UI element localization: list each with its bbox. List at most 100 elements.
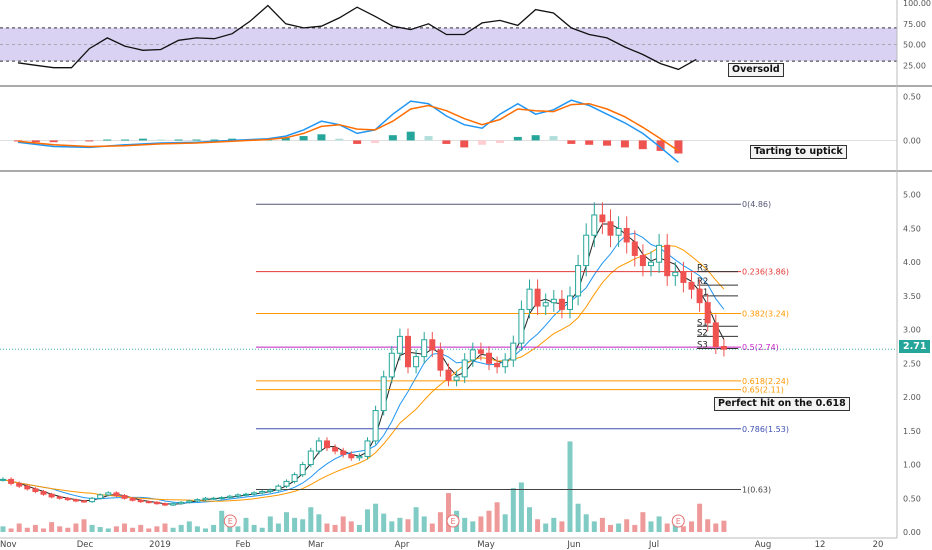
last-price-tag: 2.71: [899, 340, 931, 353]
candle-body: [129, 497, 136, 501]
candle-body: [477, 349, 484, 354]
time-tick-label: May: [477, 540, 495, 550]
macd-histogram-bar: [460, 140, 469, 148]
candle-body: [97, 494, 104, 499]
volume-bar: [97, 527, 103, 532]
macd-histogram-bar: [299, 136, 308, 141]
candle-body: [186, 500, 193, 503]
volume-bar: [227, 523, 233, 532]
macd-histogram-bar: [317, 134, 326, 141]
macd-histogram-bar: [495, 140, 504, 144]
volume-bar: [697, 503, 703, 532]
volume-bar: [340, 516, 346, 532]
volume-bar: [446, 493, 451, 532]
price-tick-label: 2.00: [903, 393, 921, 402]
fib-level-label: 0.236(3.86): [742, 268, 789, 277]
candle-body: [469, 349, 476, 361]
volume-bar: [267, 516, 273, 532]
volume-bar: [405, 519, 411, 532]
volume-bar: [567, 441, 573, 532]
candle-body: [153, 501, 160, 505]
volume-bar: [300, 519, 306, 532]
candle-body: [234, 494, 241, 497]
macd-panel: [0, 99, 897, 163]
price-tick-label: 1.50: [903, 427, 921, 436]
macd-histogram-bar: [14, 140, 22, 142]
candle-body: [380, 376, 387, 412]
price-tick-label: 2.50: [903, 359, 921, 368]
time-tick-label: 2019: [149, 540, 171, 550]
volume-bar: [543, 523, 549, 532]
candle-body: [307, 450, 314, 466]
candle-body: [89, 497, 96, 503]
fib-level-label: 0.786(1.53): [742, 425, 789, 434]
candle-body: [194, 499, 201, 502]
candle-body: [162, 503, 168, 506]
volume-bar: [308, 507, 314, 532]
macd-histogram-bar: [210, 139, 219, 141]
macd-histogram-bar: [335, 138, 344, 141]
volume-bar: [616, 523, 622, 532]
time-tick-label: 20: [873, 540, 884, 550]
candle-body: [56, 496, 63, 499]
macd-histogram-bar: [442, 140, 451, 144]
volume-bar: [348, 521, 354, 532]
candle-body: [105, 492, 112, 496]
price-panel: 0(4.86) 0.236(3.86) 0.382(3.24) 0.5(2.74) 0.…: [0, 200, 897, 532]
candle-body: [429, 339, 436, 351]
fib-level-label: 1(0.63): [742, 486, 771, 495]
candle-body: [461, 359, 468, 378]
pivot-label: R3: [697, 264, 708, 274]
price-tick-label: 0.50: [903, 494, 921, 503]
candle-body: [315, 440, 322, 452]
volume-bar: [689, 521, 694, 532]
volume-bar: [243, 517, 249, 532]
rsi-band: [0, 27, 897, 62]
candle-body: [202, 497, 209, 501]
candle-body: [542, 302, 549, 307]
macd-tick-label: 0.00: [903, 136, 921, 145]
candle-body: [672, 271, 679, 277]
volume-bar: [462, 517, 468, 532]
macd-histogram-bar: [174, 139, 183, 141]
time-tick-label: Mar: [308, 540, 325, 550]
volume-bar: [705, 519, 711, 532]
macd-histogram-bar: [281, 137, 290, 141]
macd-histogram-bar: [31, 140, 40, 143]
pivot-label: R1: [697, 288, 708, 298]
volume-bar: [162, 523, 168, 532]
candle-body: [16, 482, 23, 487]
pivot-label: R2: [697, 277, 708, 287]
candle-body: [445, 369, 452, 381]
candle-body: [720, 346, 727, 350]
volume-bar: [656, 516, 662, 532]
candle-body: [583, 234, 590, 267]
fib-level-label: 0.382(3.24): [742, 309, 789, 318]
macd-histogram-bar: [424, 136, 433, 141]
candle-body: [32, 488, 39, 493]
candle-body: [170, 503, 177, 506]
volume-bar: [49, 522, 55, 532]
macd-histogram-bar: [585, 140, 594, 145]
candle-body: [113, 492, 120, 497]
time-tick-label: Jul: [648, 540, 659, 550]
candle-body: [372, 410, 379, 442]
volume-bar: [421, 516, 427, 532]
volume-bar: [721, 520, 727, 532]
candle-body: [121, 495, 128, 499]
candle-body: [664, 244, 671, 277]
fib-hit-annotation: Perfect hit on the 0.618: [714, 397, 850, 411]
volume-bar: [170, 527, 176, 532]
volume-bar: [65, 527, 71, 532]
fib-level-label: 0.618(2.24): [742, 377, 789, 386]
macd-histogram-bar: [478, 140, 487, 145]
candle-body: [599, 214, 606, 223]
earnings-marker-circle: [671, 514, 685, 528]
volume-bar: [203, 528, 208, 532]
volume-bar: [284, 512, 289, 532]
candle-body: [567, 295, 573, 310]
volume-bar: [389, 521, 395, 532]
candle-body: [696, 288, 703, 304]
volume-bar: [194, 526, 200, 532]
volume-bar: [559, 521, 565, 532]
